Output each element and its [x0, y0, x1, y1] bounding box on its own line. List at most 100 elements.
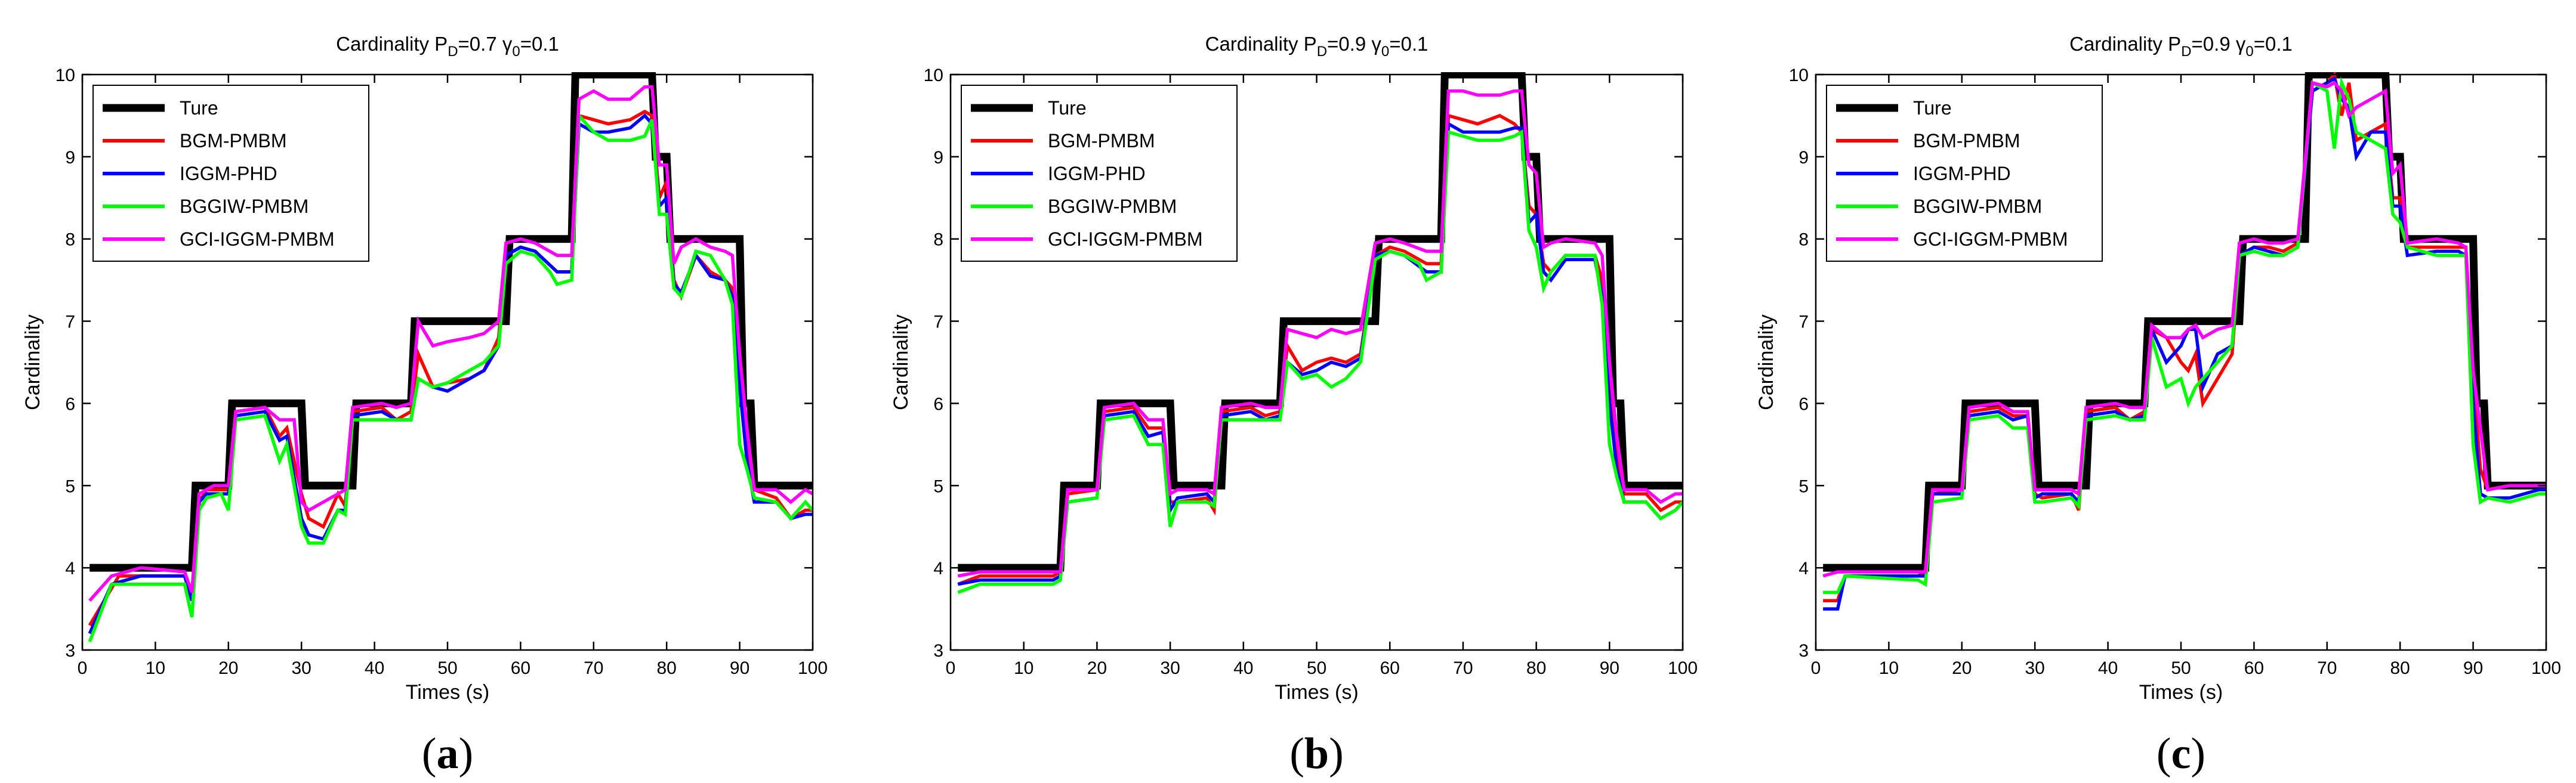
series-line-bggiw-pmbm	[957, 129, 1683, 595]
panel-label-close: )	[2191, 729, 2205, 778]
x-tick-label: 20	[1952, 658, 1972, 678]
x-tick-label: 70	[1453, 658, 1473, 678]
x-tick-label: 0	[78, 658, 88, 678]
y-tick-label: 3	[1798, 641, 1809, 661]
title-gamma-sub: 0	[512, 44, 520, 60]
legend-entry: BGM-PMBM	[180, 130, 287, 151]
title-prefix: Cardinality P	[336, 33, 448, 55]
chart-c: 0 10 20 30 40 50 60 70 80 90 100 3 4 5 6 7 8 9 10 Times (s)…	[1755, 33, 2561, 778]
x-tick-label: 40	[2098, 658, 2118, 678]
legend-entry: Ture	[180, 97, 218, 119]
title-gamma-value: =0.1	[520, 33, 559, 55]
y-tick-label: 9	[1798, 148, 1809, 168]
panel-label-open: (	[422, 729, 437, 778]
x-tick-label: 80	[1526, 658, 1546, 678]
title-pd-value: =0.7 γ	[458, 33, 513, 55]
x-tick-label: 100	[2531, 658, 2561, 678]
x-tick-label: 70	[2317, 658, 2337, 678]
x-tick-label: 50	[1307, 658, 1326, 678]
legend-entry: Ture	[1913, 97, 1952, 119]
legend-entry: GCI-IGGM-PMBM	[1048, 228, 1203, 250]
y-axis-label: Cardinality	[890, 314, 912, 410]
y-axis-label: Cardinality	[1755, 314, 1778, 410]
legend-entry: Ture	[1048, 97, 1087, 119]
title-gamma-value: =0.1	[2254, 33, 2293, 55]
chart-a: 0 10 20 30 40 50 60 70 80 90 100 3 4 5 6 7 8 9 10 Times (s)…	[21, 33, 828, 778]
x-tick-label: 90	[1600, 658, 1619, 678]
y-axis-label: Cardinality	[21, 314, 44, 410]
x-axis-label: Times (s)	[1275, 681, 1358, 704]
y-tick-label: 4	[1798, 559, 1809, 578]
x-tick-label: 0	[946, 658, 956, 678]
y-tick-label: 8	[65, 230, 75, 250]
x-tick-label: 40	[1233, 658, 1253, 678]
y-tick-label: 7	[65, 312, 75, 332]
x-tick-label: 10	[1879, 658, 1899, 678]
y-tick-label: 6	[933, 394, 943, 414]
x-tick-label: 60	[511, 658, 530, 678]
series-line-ture	[958, 72, 1683, 572]
y-tick-label: 6	[1798, 394, 1809, 414]
legend-entry: GCI-IGGM-PMBM	[180, 228, 335, 250]
legend: Ture BGM-PMBM IGGM-PHD BGGIW-PMBM GCI-IGGM-P…	[92, 85, 369, 262]
series-line-bgm-pmbm	[1823, 72, 2546, 603]
panel-label-letter: c	[2171, 729, 2191, 778]
y-tick-label: 5	[933, 476, 943, 496]
title-gamma-value: =0.1	[1389, 33, 1428, 55]
chart-title: Cardinality PD=0.9 γ0=0.1	[2069, 33, 2293, 60]
series-line-ture	[90, 72, 813, 572]
x-tick-label: 100	[798, 658, 828, 678]
x-tick-label: 90	[2463, 658, 2483, 678]
panel-label-letter: a	[437, 729, 459, 778]
panel-label: (b)	[1289, 729, 1343, 778]
panel-label-open: (	[1289, 729, 1304, 778]
x-tick-label: 50	[437, 658, 457, 678]
panel-label-letter: b	[1304, 729, 1329, 778]
x-tick-label: 10	[146, 658, 165, 678]
x-tick-label: 10	[1014, 658, 1034, 678]
title-pd-sub: D	[1317, 44, 1327, 60]
legend-entry: BGGIW-PMBM	[1913, 196, 2042, 217]
panel-label-close: )	[459, 729, 474, 778]
title-prefix: Cardinality P	[2069, 33, 2181, 55]
y-tick-label: 6	[65, 394, 75, 414]
y-tick-label: 4	[65, 559, 75, 578]
y-tick-label: 8	[1798, 230, 1809, 250]
y-tick-label: 9	[65, 148, 75, 168]
legend-entry: IGGM-PHD	[1913, 163, 2011, 184]
panel-label-open: (	[2157, 729, 2171, 778]
series-group	[1822, 72, 2546, 611]
series-line-iggm-phd	[1823, 76, 2546, 611]
y-tick-label: 7	[1798, 312, 1809, 332]
legend-entry: BGM-PMBM	[1048, 130, 1155, 151]
series-line-gci-iggm-pmbm	[1822, 81, 2546, 578]
x-tick-label: 50	[2171, 658, 2191, 678]
y-tick-label: 3	[65, 641, 75, 661]
x-tick-label: 80	[2390, 658, 2410, 678]
series-line-ture	[1823, 72, 2546, 572]
x-tick-label: 30	[1160, 658, 1180, 678]
y-tick-label: 8	[933, 230, 943, 250]
y-tick-label: 5	[65, 476, 75, 496]
y-tick-label: 5	[1798, 476, 1809, 496]
x-tick-label: 80	[657, 658, 677, 678]
legend-entry: BGGIW-PMBM	[1048, 196, 1177, 217]
x-tick-label: 60	[2244, 658, 2264, 678]
title-prefix: Cardinality P	[1205, 33, 1317, 55]
x-axis-label: Times (s)	[406, 681, 489, 704]
y-tick-label: 4	[933, 559, 943, 578]
panel-label: (a)	[422, 729, 473, 778]
y-tick-label: 10	[924, 66, 943, 85]
x-tick-label: 30	[2025, 658, 2045, 678]
title-gamma-sub: 0	[2245, 44, 2253, 60]
legend-entry: BGGIW-PMBM	[180, 196, 308, 217]
x-tick-label: 100	[1668, 658, 1698, 678]
legend-entry: IGGM-PHD	[1048, 163, 1146, 184]
y-tick-label: 7	[933, 312, 943, 332]
chart-b: 0 10 20 30 40 50 60 70 80 90 100 3 4 5 6 7 8 9 10 Times (s)…	[890, 33, 1698, 778]
x-tick-label: 60	[1380, 658, 1400, 678]
legend: Ture BGM-PMBM IGGM-PHD BGGIW-PMBM GCI-IGGM-P…	[1826, 85, 2103, 262]
legend-entry: GCI-IGGM-PMBM	[1913, 228, 2068, 250]
x-tick-label: 30	[292, 658, 311, 678]
y-tick-label: 3	[933, 641, 943, 661]
